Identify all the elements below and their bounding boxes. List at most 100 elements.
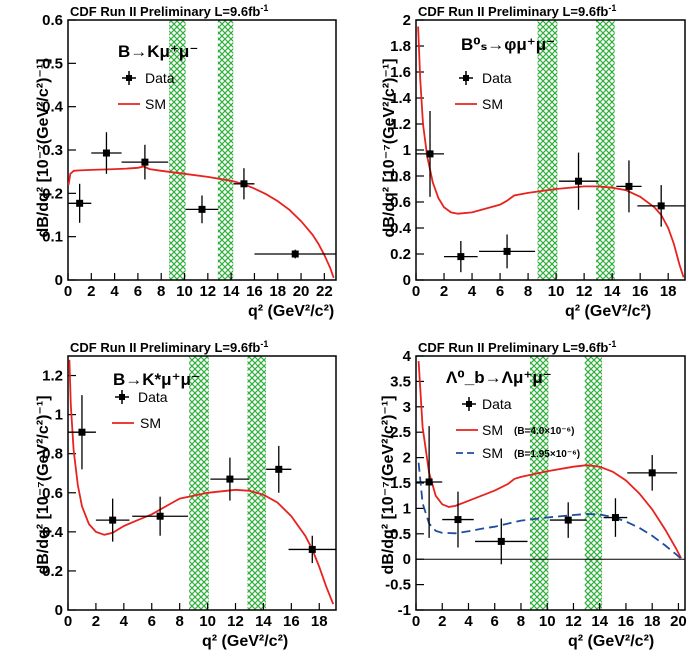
x-tick-label: 16	[283, 613, 300, 630]
data-marker	[625, 182, 633, 190]
x-tick-label: 16	[632, 283, 649, 300]
y-tick-label: 3	[403, 399, 411, 416]
banner-text: CDF Run II Preliminary L=9.6fb-1	[70, 3, 268, 19]
x-tick-label: 2	[440, 283, 448, 300]
x-tick-label: 12	[199, 283, 216, 300]
legend-data-marker	[119, 394, 125, 400]
y-tick-label: -1	[398, 602, 411, 619]
data-point	[444, 241, 478, 273]
x-tick-label: 10	[548, 283, 565, 300]
y-tick-label: 1	[55, 407, 63, 424]
y-tick-label: 0.6	[42, 12, 63, 29]
data-marker	[102, 149, 110, 157]
y-axis-label: dB/dq² [10⁻⁷(GeV²/c²)⁻¹]	[35, 58, 52, 237]
data-marker	[198, 205, 206, 213]
panel-bs-phi-mumu: CDF Run II Preliminary L=9.6fb-1 0 2 4 6 8 10…	[381, 3, 686, 320]
y-tick-label: 0.8	[42, 446, 63, 463]
y-axis-label: dB/dq² [10⁻⁷(GeV²/c²)⁻¹]	[35, 395, 52, 574]
data-point	[627, 455, 678, 491]
data-marker	[308, 545, 316, 553]
data-marker	[648, 469, 656, 477]
veto-band	[584, 356, 603, 610]
data-point	[91, 132, 122, 174]
y-tick-label: 2	[403, 450, 411, 467]
data-marker	[564, 516, 572, 524]
x-tick-label: 4	[110, 283, 119, 300]
y-tick-label: 4	[403, 348, 412, 365]
veto-band	[529, 356, 549, 610]
y-tick-label: 1	[403, 500, 411, 517]
y-tick-label: 0.1	[42, 229, 63, 246]
x-tick-label: 0	[412, 613, 420, 630]
legend-data-label: Data	[138, 389, 168, 405]
legend: Data SM (B=4.0×10⁻⁶) SM (B=1.95×10⁻⁶)	[456, 396, 580, 461]
sm-curve	[417, 361, 682, 559]
legend-data-marker	[466, 401, 472, 407]
y-tick-label: 1.2	[42, 368, 63, 385]
data-marker	[240, 180, 248, 188]
x-tick-label: 12	[576, 283, 593, 300]
veto-band	[247, 356, 266, 610]
sm-curve	[417, 26, 685, 278]
data-marker	[141, 158, 149, 166]
legend: Data SM	[118, 70, 175, 112]
x-tick-label: 8	[175, 613, 183, 630]
legend-data-label: Data	[482, 70, 512, 86]
data-marker	[275, 465, 283, 473]
x-tick-label: 2	[87, 283, 95, 300]
y-tick-label: 1.5	[390, 475, 411, 492]
banner-text: CDF Run II Preliminary L=9.6fb-1	[418, 339, 616, 355]
data-point	[479, 234, 536, 269]
veto-band	[189, 356, 209, 610]
x-tick-label: 0	[64, 613, 72, 630]
data-point	[68, 183, 92, 223]
data-point	[266, 445, 292, 493]
y-tick-label: 0.4	[42, 524, 64, 541]
data-marker	[425, 478, 433, 486]
y-tick-label: 0.4	[390, 220, 412, 237]
y-tick-label: 2	[403, 12, 411, 29]
x-tick-label: 18	[644, 613, 661, 630]
legend-sm-note: (B=4.0×10⁻⁶)	[514, 426, 574, 437]
x-tick-label: 14	[591, 613, 608, 630]
y-axis-label: dB/dq² [10⁻⁷(GeV²/c²)⁻¹]	[380, 395, 397, 574]
process-label: Λ⁰_b→Λμ⁺μ⁻	[446, 368, 552, 387]
x-tick-label: 8	[157, 283, 165, 300]
data-marker	[575, 177, 583, 185]
legend: Data SM	[455, 70, 512, 112]
data-marker	[156, 512, 164, 520]
sm-curve	[68, 359, 335, 605]
data-point	[416, 111, 445, 197]
data-marker	[291, 250, 299, 258]
sm-curve	[67, 165, 335, 279]
data-marker	[426, 150, 434, 158]
veto-band	[596, 20, 615, 280]
x-tick-label: 6	[491, 613, 499, 630]
legend-data-marker	[463, 75, 469, 81]
data-marker	[454, 516, 462, 524]
x-axis-label: q² (GeV²/c²)	[248, 303, 334, 320]
y-tick-label: 0.6	[42, 485, 63, 502]
y-tick-label: 0.2	[390, 246, 411, 263]
y-tick-label: 1.6	[390, 64, 411, 81]
data-marker	[226, 475, 234, 483]
x-tick-label: 14	[255, 613, 272, 630]
y-tick-label: 0.5	[42, 55, 63, 72]
x-tick-label: 0	[64, 283, 72, 300]
data-point	[233, 168, 255, 200]
x-tick-label: 16	[618, 613, 635, 630]
y-tick-label: 1.2	[390, 116, 411, 133]
plot-frame	[67, 355, 337, 611]
plot-area: 0 2 4 6 8 10 12 14 16 18 0 0.2 0.4 0.6 0.8 1 1.2 1.4 1.6 1.…	[390, 12, 686, 300]
x-tick-label: 8	[524, 283, 532, 300]
data-point	[637, 185, 685, 227]
plot-area: 0 2 4 6 8 10 12 14 16 18 20 -1 -0.5 0 0.5 1 1.5 2 2.5 3 3.5 4	[385, 348, 687, 630]
legend-sm-alt-note: (B=1.95×10⁻⁶)	[514, 449, 580, 460]
x-tick-label: 2	[438, 613, 446, 630]
data-marker	[76, 199, 84, 207]
veto-band	[537, 20, 558, 280]
y-tick-label: 2.5	[390, 424, 411, 441]
y-tick-label: 0	[403, 272, 411, 289]
x-tick-label: 18	[269, 283, 286, 300]
process-label: B⁰ₛ→φμ⁺μ⁻	[461, 35, 555, 54]
